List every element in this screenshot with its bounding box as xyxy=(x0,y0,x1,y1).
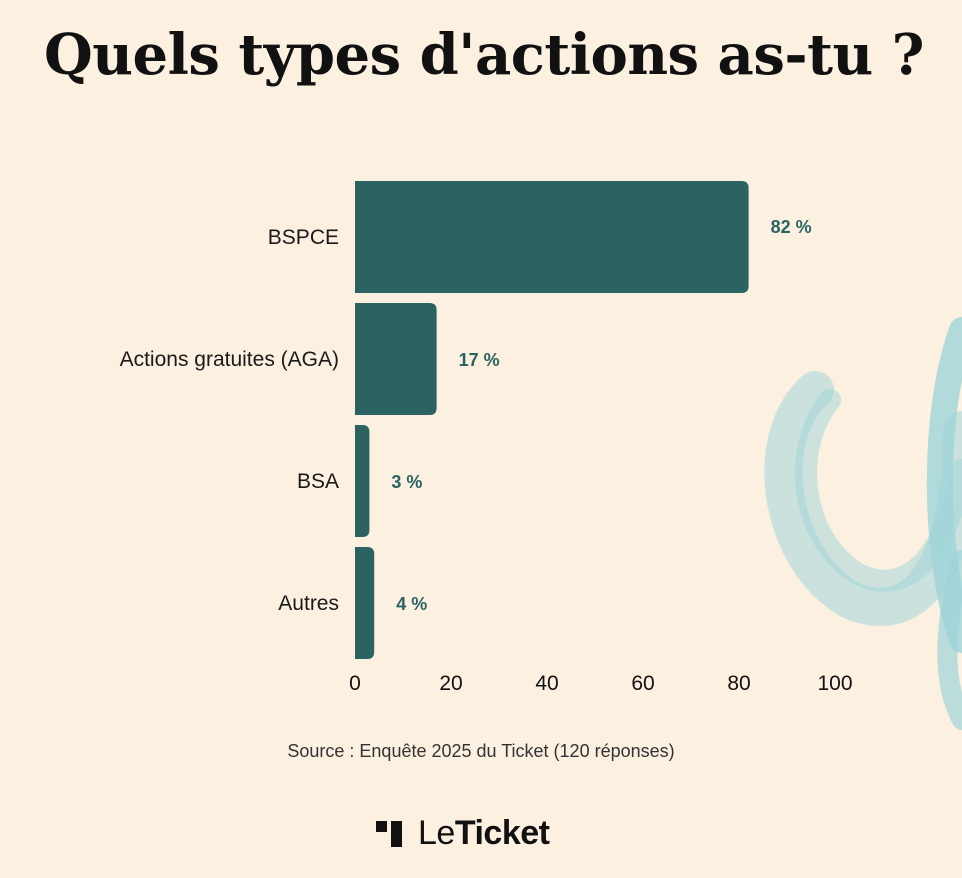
category-label-3: Autres xyxy=(278,592,339,615)
leticket-logo: LeTicket xyxy=(376,814,550,853)
logo-wordmark-light: Le xyxy=(418,814,455,852)
x-tick-label-4: 80 xyxy=(727,672,750,695)
x-tick-label-0: 0 xyxy=(349,672,361,695)
x-tick-label-1: 20 xyxy=(439,672,462,695)
chart-title: Quels types d'actions as-tu ? xyxy=(44,22,925,88)
bar-3 xyxy=(355,547,375,659)
value-label-1: 17 % xyxy=(459,350,500,370)
x-tick-label-2: 40 xyxy=(535,672,558,695)
bar-0 xyxy=(355,181,749,293)
value-label-3: 4 % xyxy=(396,594,427,614)
logo-wordmark: LeTicket xyxy=(418,814,550,853)
x-tick-label-3: 60 xyxy=(631,672,654,695)
bar-1 xyxy=(355,303,437,415)
x-tick-label-5: 100 xyxy=(817,672,852,695)
category-label-0: BSPCE xyxy=(268,226,339,249)
category-label-2: BSA xyxy=(297,470,339,493)
bar-chart: BSPCE 82 % Actions gratuites (AGA) 17 % BSA 3… xyxy=(120,181,853,695)
value-label-0: 82 % xyxy=(771,217,812,237)
value-label-2: 3 % xyxy=(391,472,422,492)
category-label-1: Actions gratuites (AGA) xyxy=(120,348,339,371)
ticket-logo-icon xyxy=(376,820,402,847)
logo-wordmark-bold: Ticket xyxy=(454,814,550,852)
bar-2 xyxy=(355,425,370,537)
source-note: Source : Enquête 2025 du Ticket (120 rép… xyxy=(287,741,675,761)
